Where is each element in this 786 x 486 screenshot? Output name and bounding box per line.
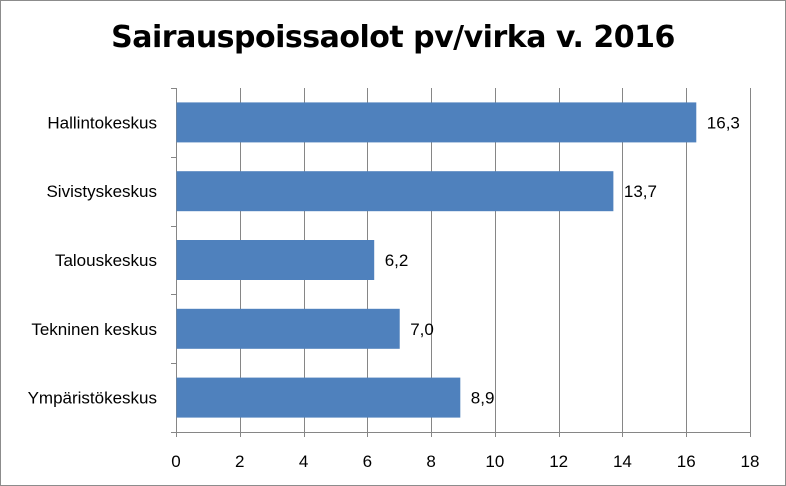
category-label: Hallintokeskus <box>47 113 157 132</box>
bar-talouskeskus <box>176 240 375 280</box>
bars <box>176 102 697 418</box>
x-tick-label: 16 <box>677 452 696 471</box>
data-label: 7,0 <box>410 320 434 339</box>
x-tick-label: 8 <box>426 452 435 471</box>
x-tick-label: 0 <box>171 452 180 471</box>
bar-sivistyskeskus <box>176 171 614 212</box>
chart-title: Sairauspoissaolot pv/virka v. 2016 <box>111 20 675 55</box>
x-tick-label: 4 <box>299 452 308 471</box>
category-label: Talouskeskus <box>55 251 157 270</box>
data-label: 8,9 <box>471 389 495 408</box>
data-label: 13,7 <box>624 182 657 201</box>
x-tick-label: 14 <box>613 452 632 471</box>
x-tick-label: 10 <box>485 452 504 471</box>
x-axis-ticks: 0 2 4 6 8 10 12 14 16 18 <box>171 452 759 471</box>
category-label: Sivistyskeskus <box>46 182 157 201</box>
bar-tekninen-keskus <box>176 308 400 349</box>
x-tick-label: 18 <box>741 452 760 471</box>
data-label: 6,2 <box>385 251 409 270</box>
data-label: 16,3 <box>707 113 740 132</box>
x-tick-label: 2 <box>235 452 244 471</box>
bar-ympäristökeskus <box>176 377 461 418</box>
category-label: Ympäristökeskus <box>28 389 157 408</box>
x-tick-label: 6 <box>363 452 372 471</box>
data-labels: 16,3 13,7 6,2 7,0 8,9 <box>385 113 740 407</box>
category-label: Tekninen keskus <box>31 320 157 339</box>
category-labels: Hallintokeskus Sivistyskeskus Talouskeskus… <box>28 113 157 407</box>
bar-hallintokeskus <box>176 102 697 143</box>
x-tick-label: 12 <box>549 452 568 471</box>
